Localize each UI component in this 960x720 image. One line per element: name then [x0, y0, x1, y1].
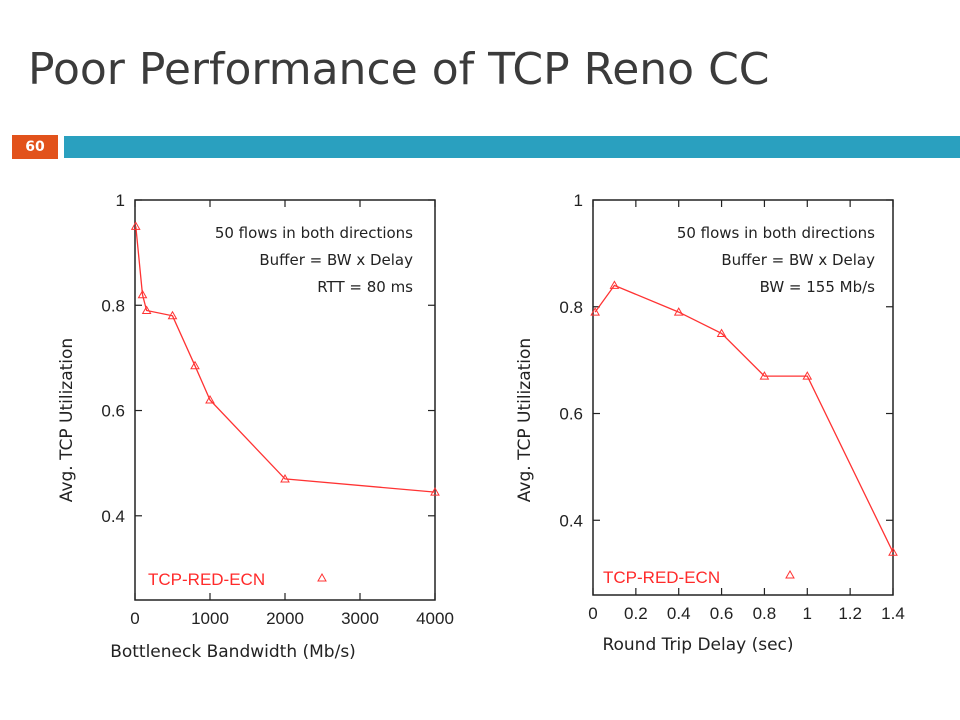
- chart-2-ytick-label: 0.4: [559, 511, 583, 530]
- chart-2-data-point: [716, 328, 727, 337]
- chart-1-data-point: [430, 487, 440, 496]
- chart-2-annotation: 50 flows in both directions: [677, 224, 875, 242]
- chart-1-x-axis-label: Bottleneck Bandwidth (Mb/s): [110, 642, 356, 662]
- chart-1-annotation: RTT = 80 ms: [317, 278, 413, 296]
- chart-1-y-axis-label: Avg. TCP Utilization: [57, 338, 77, 502]
- chart-1-data-point: [167, 310, 178, 320]
- chart-2-ytick-label: 1: [574, 191, 583, 210]
- chart-2-xtick-label: 1.4: [881, 604, 905, 623]
- chart-1-ytick-label: 0.6: [101, 402, 125, 421]
- chart-2-xtick-label: 0: [588, 604, 597, 623]
- chart-2-ytick-label: 0.6: [559, 405, 583, 424]
- chart-2-xtick-label: 0.4: [667, 604, 691, 623]
- chart-1-data-point: [137, 289, 148, 299]
- chart-1-annotation: 50 flows in both directions: [215, 224, 413, 242]
- chart-2-xtick-label: 1.2: [838, 604, 862, 623]
- chart-2-data-point: [759, 371, 770, 380]
- page-number-badge: 60: [12, 135, 58, 159]
- slide-title: Poor Performance of TCP Reno CC: [28, 44, 770, 95]
- chart-2-data-point: [888, 547, 898, 556]
- chart-1-data-point: [205, 394, 215, 404]
- chart-2-legend-marker: [785, 569, 795, 579]
- chart-1-ytick-label: 0.8: [101, 296, 125, 315]
- chart-1-legend-marker: [317, 572, 327, 582]
- chart-1-xtick-label: 1000: [191, 609, 229, 628]
- chart-2-series-line: [594, 284, 894, 553]
- chart-1-ytick-label: 0.4: [101, 507, 125, 526]
- chart-2-ytick-label: 0.8: [559, 298, 583, 317]
- chart-1-legend-label: TCP-RED-ECN: [148, 570, 265, 589]
- chart-2-annotation: Buffer = BW x Delay: [721, 251, 875, 269]
- chart-1-data-point: [130, 221, 141, 230]
- chart-1-xtick-label: 3000: [341, 609, 379, 628]
- chart-1-xtick-label: 4000: [416, 609, 454, 628]
- chart-1-xtick-label: 0: [130, 609, 139, 628]
- chart-1-ytick-label: 1: [116, 191, 125, 210]
- chart-2-data-point: [673, 307, 684, 316]
- chart-2-legend-label: TCP-RED-ECN: [603, 568, 720, 587]
- chart-1-data-point: [141, 305, 152, 315]
- chart-2-x-axis-label: Round Trip Delay (sec): [602, 635, 793, 655]
- chart-2-data-point: [802, 371, 813, 380]
- chart-2-xtick-label: 1: [803, 604, 812, 623]
- chart-2-frame: [592, 199, 894, 596]
- title-accent-bar: [64, 136, 960, 158]
- chart-2-data-point: [590, 307, 601, 316]
- chart-1-data-point: [190, 360, 200, 370]
- chart-2-xtick-label: 0.6: [710, 604, 734, 623]
- chart-2-y-axis-label: Avg. TCP Utilization: [515, 338, 535, 502]
- chart-1-annotation: Buffer = BW x Delay: [259, 251, 413, 269]
- chart-2-annotation: BW = 155 Mb/s: [760, 278, 876, 296]
- chart-2-xtick-label: 0.2: [624, 604, 648, 623]
- chart-1-data-point: [280, 473, 290, 483]
- chart-2-xtick-label: 0.8: [753, 604, 777, 623]
- chart-1-xtick-label: 2000: [266, 609, 304, 628]
- chart-2-data-point: [609, 280, 620, 289]
